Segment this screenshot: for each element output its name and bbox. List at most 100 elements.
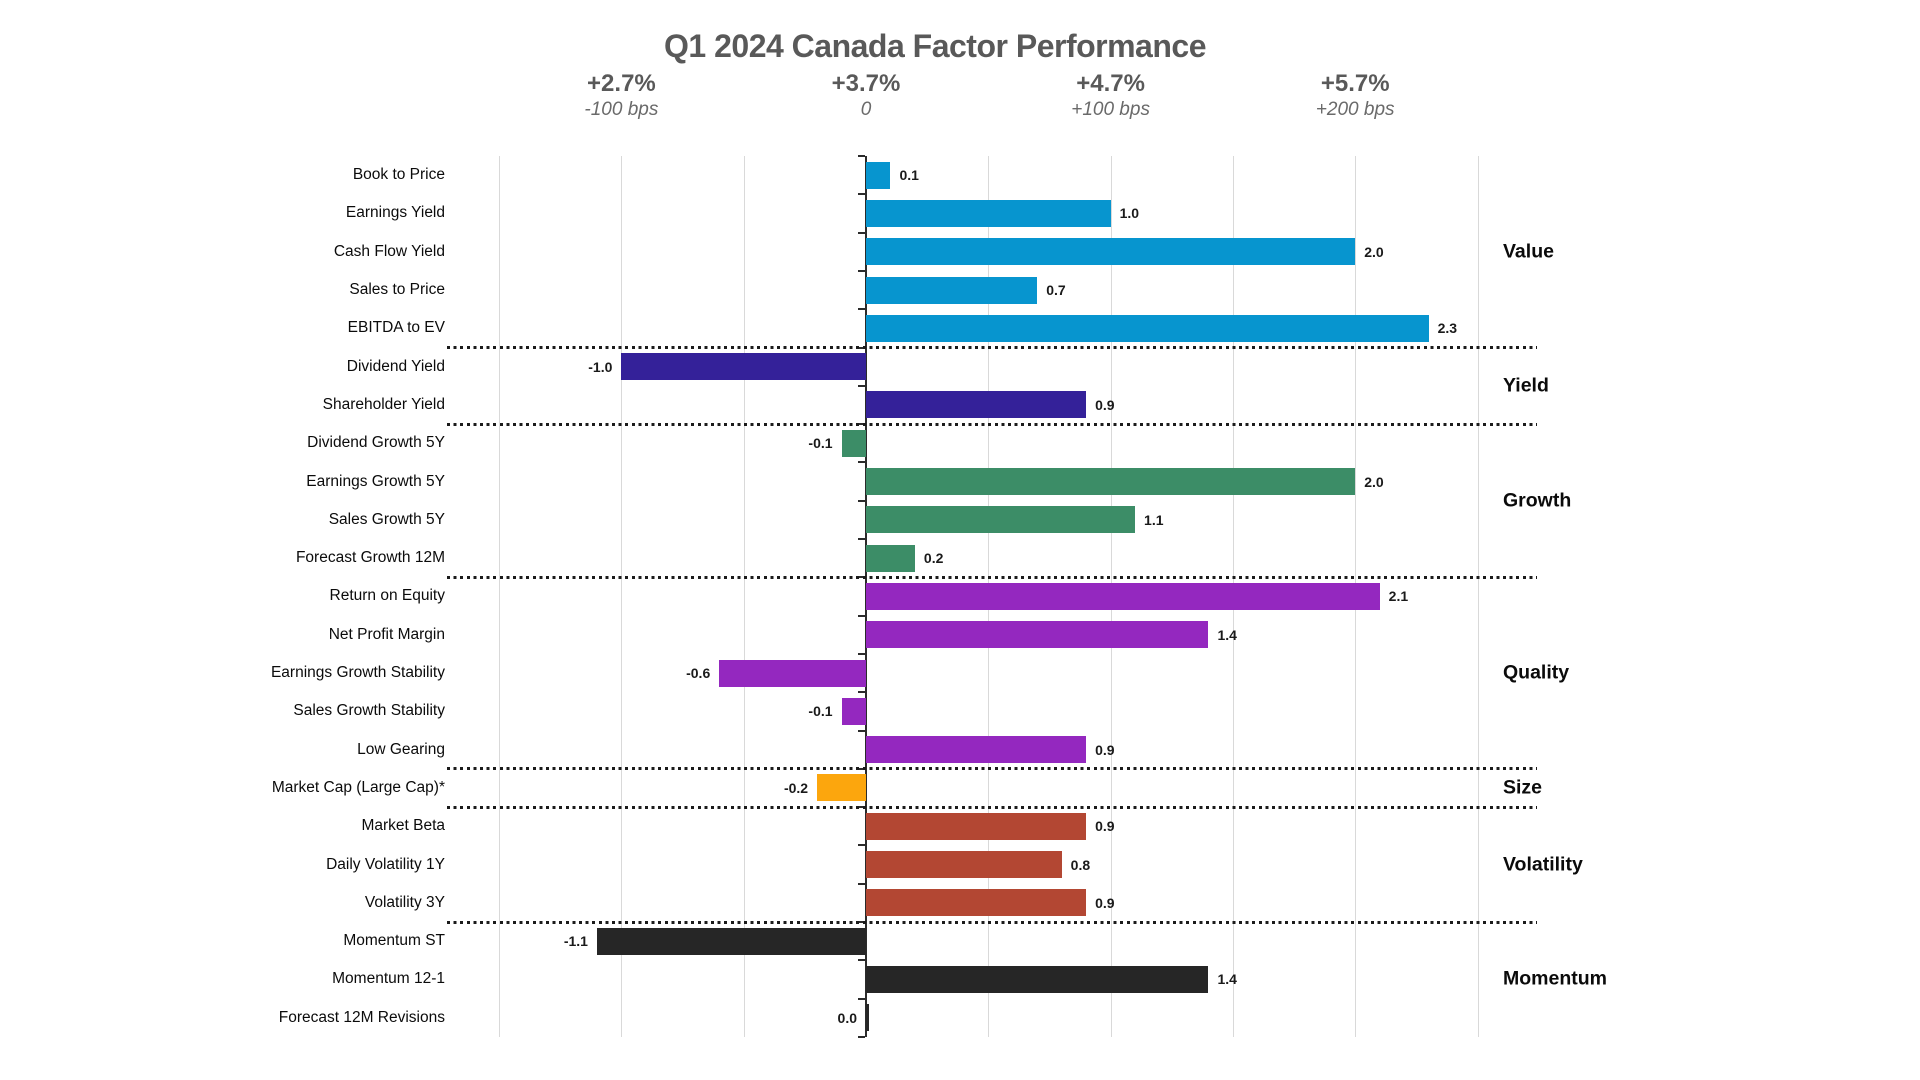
bar-value-label: 0.9: [1095, 741, 1115, 758]
row-label: Sales Growth 5Y: [328, 510, 445, 528]
axis-tick: [858, 499, 865, 502]
axis-bps-label: +100 bps: [1071, 99, 1150, 120]
row-label: EBITDA to EV: [347, 319, 445, 337]
axis-tick: [858, 193, 865, 196]
bar: [866, 621, 1209, 649]
gridline: [1477, 156, 1479, 1037]
axis-tick: [858, 882, 865, 885]
row-label: Dividend Yield: [346, 357, 445, 375]
group-label-value: Value: [1503, 240, 1554, 263]
bar: [866, 812, 1087, 840]
group-separator: [447, 767, 1537, 771]
bar: [866, 238, 1356, 266]
bar-value-label: -1.1: [563, 933, 588, 950]
gridline: [743, 156, 745, 1037]
axis-tick: [858, 959, 865, 962]
bar: [866, 851, 1062, 879]
bar: [866, 276, 1038, 304]
bar: [866, 1004, 869, 1032]
bar-value-label: 1.4: [1217, 626, 1237, 643]
bar-value-label: 0.2: [923, 550, 944, 567]
group-label-volatility: Volatility: [1503, 853, 1583, 876]
row-label: Earnings Growth 5Y: [306, 472, 445, 490]
bar-value-label: -0.1: [808, 435, 833, 452]
row-label: Momentum ST: [343, 932, 445, 950]
bar-value-label: 2.3: [1437, 320, 1458, 337]
bar-value-label: 1.4: [1217, 971, 1237, 988]
axis-tick: [858, 844, 865, 847]
bar: [817, 774, 866, 802]
bar-value-label: 1.1: [1144, 511, 1164, 528]
bar-value-label: 0.9: [1095, 396, 1115, 413]
row-label: Forecast 12M Revisions: [278, 1008, 445, 1026]
axis-tick: [858, 691, 865, 694]
row-label: Earnings Yield: [345, 204, 445, 222]
axis-percent-label: +4.7%: [1076, 70, 1145, 97]
bar-value-label: 0.8: [1070, 856, 1091, 873]
row-label: Earnings Growth Stability: [270, 664, 445, 682]
bar-value-label: 0.7: [1046, 282, 1066, 299]
bar: [866, 965, 1209, 993]
axis-bps-label: +200 bps: [1315, 99, 1395, 120]
row-label: Sales Growth Stability: [293, 702, 445, 720]
axis-percent-label: +2.7%: [587, 70, 656, 97]
gridline: [499, 156, 501, 1037]
group-label-quality: Quality: [1503, 661, 1570, 684]
bar: [596, 927, 866, 955]
axis-tick: [858, 1035, 865, 1038]
bar-value-label: -1.0: [588, 358, 613, 375]
bar-value-label: 2.1: [1388, 588, 1409, 605]
row-label: Momentum 12-1: [332, 970, 445, 988]
row-label: Return on Equity: [329, 587, 445, 605]
bar: [841, 429, 866, 457]
bar: [866, 199, 1111, 227]
row-label: Market Cap (Large Cap)*: [271, 778, 445, 796]
group-label-yield: Yield: [1503, 374, 1549, 397]
bar-value-label: 0.9: [1095, 894, 1115, 911]
group-separator: [447, 920, 1537, 924]
row-label: Market Beta: [361, 817, 445, 835]
bar: [841, 697, 866, 725]
group-separator: [447, 575, 1537, 579]
row-label: Book to Price: [352, 166, 445, 184]
axis-tick: [858, 538, 865, 540]
group-separator: [447, 422, 1537, 426]
bar: [621, 353, 866, 381]
bar-value-label: -0.1: [808, 703, 833, 720]
axis-tick: [858, 997, 865, 1000]
bar-value-label: -0.2: [783, 779, 809, 796]
row-label: Sales to Price: [349, 281, 445, 299]
group-label-size: Size: [1503, 776, 1543, 799]
group-label-growth: Growth: [1503, 489, 1572, 512]
bar: [866, 468, 1356, 496]
bar-value-label: 2.0: [1364, 473, 1384, 490]
axis-tick: [858, 729, 865, 732]
group-label-momentum: Momentum: [1503, 967, 1607, 990]
axis-tick: [858, 461, 865, 464]
axis-tick: [858, 231, 865, 234]
bar: [866, 391, 1087, 419]
row-label: Shareholder Yield: [322, 395, 445, 413]
bar: [866, 506, 1136, 534]
bar-value-label: -0.6: [686, 665, 711, 682]
row-label: Low Gearing: [357, 740, 445, 758]
row-label: Volatility 3Y: [364, 893, 445, 911]
row-label: Net Profit Margin: [328, 625, 445, 643]
axis-bps-label: -100 bps: [584, 99, 659, 120]
bar: [866, 889, 1087, 917]
group-separator: [447, 346, 1537, 349]
bar: [866, 314, 1429, 342]
axis-tick: [858, 308, 865, 311]
row-label: Cash Flow Yield: [333, 242, 445, 260]
bar: [866, 161, 891, 189]
bar-value-label: 2.0: [1364, 243, 1384, 260]
axis-tick: [858, 652, 865, 655]
row-label: Daily Volatility 1Y: [326, 855, 445, 873]
row-label: Dividend Growth 5Y: [307, 434, 445, 452]
axis-tick: [858, 155, 865, 157]
group-separator: [447, 805, 1537, 809]
bar: [719, 659, 866, 687]
axis-tick: [858, 269, 865, 272]
axis-percent-label: +5.7%: [1320, 70, 1390, 97]
bar: [866, 544, 915, 572]
